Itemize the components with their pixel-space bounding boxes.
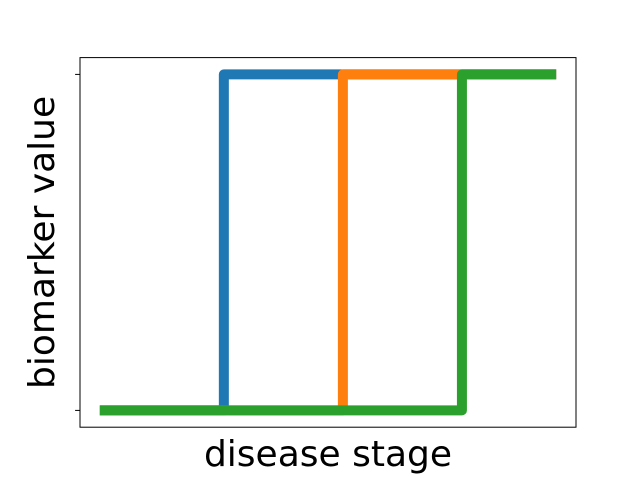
series-line-3 xyxy=(99,69,557,416)
y-axis-label: biomarker value xyxy=(22,96,63,389)
y-ticks xyxy=(75,73,80,411)
plot-background xyxy=(80,57,576,428)
series-layer xyxy=(99,69,557,416)
plot-frame xyxy=(79,57,577,428)
x-axis-label: disease stage xyxy=(204,434,452,475)
